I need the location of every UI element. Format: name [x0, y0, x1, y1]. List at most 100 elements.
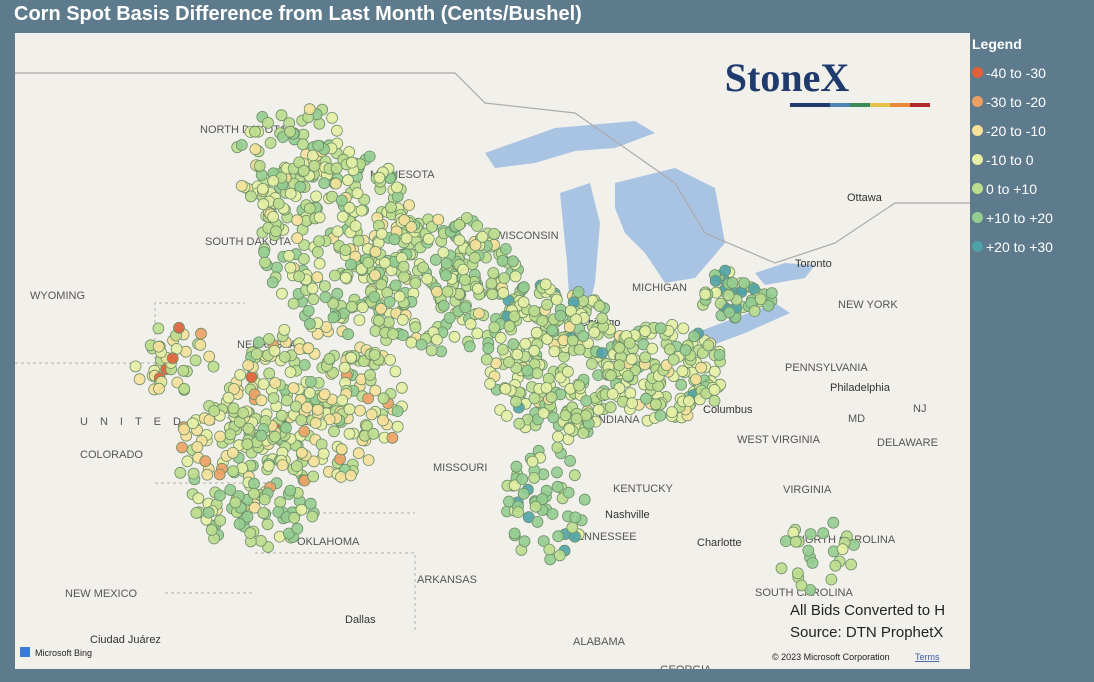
- bid-dot: [336, 210, 349, 223]
- bid-dot: [224, 428, 237, 441]
- bid-dot: [317, 447, 330, 460]
- bid-dot: [551, 441, 564, 454]
- bid-dot: [654, 409, 667, 422]
- bid-dot: [352, 447, 365, 460]
- bid-dot: [562, 365, 574, 378]
- bid-dot: [507, 338, 520, 351]
- bid-dot: [176, 441, 188, 454]
- bid-dot: [266, 276, 279, 289]
- bid-dot: [762, 299, 775, 312]
- bid-dot: [339, 244, 352, 257]
- bid-dot: [174, 466, 187, 479]
- state-label: SOUTH DAKOTA: [205, 236, 292, 248]
- state-label: WISCONSIN: [495, 230, 559, 242]
- bid-dot: [302, 304, 315, 317]
- bid-dot: [386, 431, 399, 444]
- bid-dot: [624, 387, 637, 400]
- bid-dot: [565, 304, 577, 317]
- bid-dot: [825, 573, 838, 586]
- bid-dots: [129, 103, 860, 596]
- bid-dot: [224, 483, 237, 496]
- bid-dot: [312, 139, 325, 152]
- bid-dot: [464, 317, 477, 330]
- bid-dot: [453, 234, 466, 247]
- bid-dot: [327, 297, 340, 310]
- bid-dot: [802, 544, 815, 557]
- city-label: Ciudad Juárez: [90, 634, 161, 646]
- bid-dot: [564, 454, 576, 467]
- bid-dot: [806, 557, 819, 569]
- bid-dot: [241, 510, 254, 523]
- bid-dot: [214, 430, 227, 443]
- bid-dot: [177, 364, 190, 377]
- legend-swatch: [972, 125, 983, 136]
- bid-dot: [405, 336, 418, 349]
- state-label: NJ: [913, 403, 926, 415]
- bid-dot: [335, 471, 347, 483]
- bid-dot: [482, 342, 495, 355]
- bid-dot: [354, 404, 366, 417]
- bid-dot: [510, 395, 523, 408]
- bid-dot: [679, 344, 692, 357]
- bid-dot: [639, 351, 652, 364]
- bid-dot: [313, 235, 326, 248]
- legend-swatch: [972, 67, 983, 78]
- bid-dot: [699, 288, 712, 301]
- bid-dot: [280, 421, 292, 434]
- bid-dot: [518, 535, 531, 548]
- bid-dot: [318, 388, 331, 401]
- bid-dot: [528, 471, 541, 484]
- bid-dot: [484, 377, 497, 390]
- bid-dot: [496, 254, 509, 267]
- bid-dot: [242, 359, 255, 372]
- legend-item: -20 to -10: [972, 116, 1053, 145]
- bid-dot: [650, 398, 662, 411]
- bid-dot: [570, 313, 582, 326]
- legend-label: +20 to +30: [986, 238, 1053, 255]
- city-label: Philadelphia: [830, 382, 891, 394]
- bid-dot: [573, 379, 585, 392]
- bid-dot: [352, 234, 365, 247]
- logo-text: StoneX: [725, 55, 850, 100]
- state-label: WYOMING: [30, 290, 85, 302]
- bid-dot: [331, 225, 344, 238]
- bid-dot: [383, 295, 396, 308]
- bid-dot: [499, 243, 512, 255]
- bid-dot: [375, 227, 388, 240]
- bid-dot: [227, 465, 240, 478]
- bid-dot: [326, 190, 338, 203]
- bid-dot: [395, 381, 408, 394]
- bid-dot: [563, 320, 576, 333]
- bid-dot: [487, 267, 500, 279]
- bid-dot: [496, 343, 509, 356]
- bid-dot: [754, 293, 767, 306]
- bid-dot: [306, 510, 319, 523]
- bid-dot: [291, 232, 304, 245]
- bid-dot: [367, 427, 380, 440]
- bid-dot: [222, 391, 235, 404]
- bid-dot: [248, 477, 260, 490]
- bid-dot: [396, 329, 409, 342]
- bid-dot: [537, 535, 550, 548]
- bid-dot: [362, 392, 375, 405]
- bid-dot: [369, 384, 382, 397]
- legend-label: 0 to +10: [986, 180, 1037, 197]
- bid-dot: [536, 314, 549, 327]
- bid-dot: [569, 511, 582, 524]
- state-label: OKLAHOMA: [297, 536, 360, 548]
- bid-dot: [503, 320, 516, 333]
- bid-dot: [329, 177, 342, 190]
- bid-dot: [303, 202, 316, 215]
- bid-dot: [622, 370, 634, 382]
- bid-dot: [310, 190, 323, 203]
- bid-dot: [249, 125, 261, 138]
- bid-dot: [187, 467, 200, 480]
- bid-dot: [181, 455, 194, 468]
- terms-link[interactable]: Terms: [915, 652, 940, 662]
- bid-dot: [334, 453, 347, 466]
- state-label: INDIANA: [595, 414, 640, 426]
- bid-dot: [596, 347, 608, 359]
- bid-dot: [192, 492, 205, 505]
- bid-dot: [331, 287, 344, 300]
